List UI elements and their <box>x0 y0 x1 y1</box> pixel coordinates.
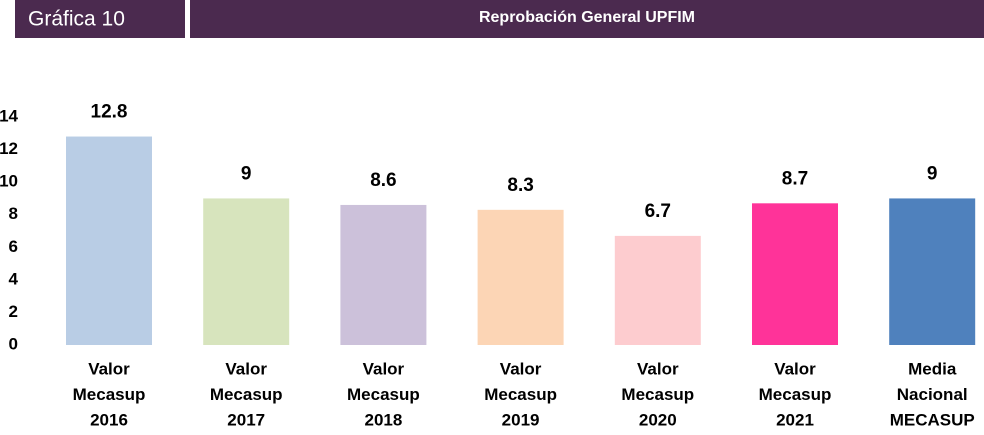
x-tick-label: 2016 <box>90 410 128 429</box>
label-box <box>15 0 185 38</box>
x-tick-label: Valor <box>637 359 679 378</box>
x-tick-label: 2018 <box>364 410 402 429</box>
bar <box>889 198 976 345</box>
x-tick-label: 2020 <box>639 410 677 429</box>
bar <box>340 204 427 345</box>
y-tick-label: 4 <box>9 269 19 288</box>
bar <box>752 203 838 345</box>
bar <box>614 235 701 345</box>
x-tick-label: Valor <box>774 359 816 378</box>
x-tick-label: Mecasup <box>210 385 283 404</box>
y-tick-label: 10 <box>0 172 18 191</box>
y-tick-label: 12 <box>0 139 18 158</box>
value-label: 8.7 <box>782 168 808 189</box>
x-tick-label: Mecasup <box>484 385 557 404</box>
title-box <box>190 0 984 38</box>
y-tick-label: 2 <box>9 302 18 321</box>
x-tick-label: Media <box>908 359 957 378</box>
x-tick-label: Valor <box>500 359 542 378</box>
y-tick-label: 14 <box>0 106 19 125</box>
x-tick-label: Mecasup <box>347 385 420 404</box>
chart-title: Reprobación General UPFIM <box>479 9 695 26</box>
x-tick-label: Valor <box>363 359 405 378</box>
y-tick-label: 0 <box>9 334 18 353</box>
y-tick-label: 6 <box>9 237 18 256</box>
value-label: 6.7 <box>645 201 671 222</box>
bar <box>66 136 152 345</box>
bar <box>477 209 564 345</box>
chart-label: Gráfica 10 <box>28 8 125 31</box>
value-label: 8.3 <box>507 175 533 196</box>
value-label: 9 <box>241 163 252 184</box>
value-label: 9 <box>927 163 938 184</box>
value-label: 12.8 <box>91 102 128 123</box>
x-tick-label: Mecasup <box>759 385 832 404</box>
x-tick-label: Nacional <box>897 385 968 404</box>
value-label: 8.6 <box>370 170 396 191</box>
x-tick-label: 2019 <box>502 410 540 429</box>
x-tick-label: 2021 <box>776 410 814 429</box>
y-tick-label: 8 <box>9 204 18 223</box>
x-tick-label: Valor <box>88 359 130 378</box>
x-tick-label: Mecasup <box>621 385 694 404</box>
x-tick-label: MECASUP <box>890 410 975 429</box>
x-tick-label: Mecasup <box>73 385 146 404</box>
bar <box>203 198 290 345</box>
x-tick-label: Valor <box>225 359 267 378</box>
x-tick-label: 2017 <box>227 410 265 429</box>
